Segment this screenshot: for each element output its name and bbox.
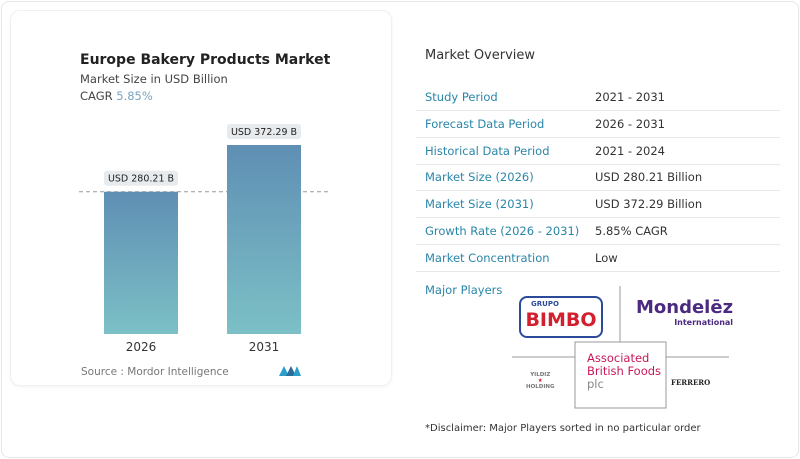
row-value: USD 372.29 Billion bbox=[595, 197, 703, 212]
row-value: 2026 - 2031 bbox=[595, 116, 665, 131]
row-value: 2021 - 2024 bbox=[595, 143, 665, 158]
row-value: 2021 - 2031 bbox=[595, 90, 665, 104]
row-label: Market Size (2026) bbox=[425, 170, 534, 185]
data-label: USD 280.21 B bbox=[108, 174, 174, 185]
bar-chart: USD 280.21 B 2026 USD 372.29 B 2031 bbox=[79, 124, 328, 354]
row-label: Growth Rate (2026 - 2031) bbox=[425, 224, 580, 238]
logo-mondelez: Mondelēz International bbox=[636, 297, 734, 327]
cagr-value: 5.85% bbox=[116, 89, 153, 103]
chart-card bbox=[10, 10, 392, 386]
row-value: Low bbox=[595, 250, 618, 265]
logo-yildiz: YILDIZ ★ HOLDING bbox=[526, 372, 555, 390]
cagr: CAGR 5.85% bbox=[80, 89, 153, 103]
row-label: Market Concentration bbox=[425, 250, 550, 265]
disclaimer: *Disclaimer: Major Players sorted in no … bbox=[425, 423, 701, 434]
data-label-bg bbox=[227, 124, 301, 139]
overview-row: Study Period 2021 - 2031 bbox=[416, 84, 780, 111]
row-value: USD 280.21 Billion bbox=[595, 170, 703, 185]
row-value: 5.85% CAGR bbox=[595, 224, 668, 238]
bar-2026 bbox=[104, 191, 178, 334]
overview-row: Growth Rate (2026 - 2031) 5.85% CAGR bbox=[416, 218, 780, 245]
overview-row: Market Concentration Low bbox=[416, 245, 780, 272]
x-tick-label: 2026 bbox=[126, 340, 157, 354]
major-players-label: Major Players bbox=[425, 283, 503, 297]
row-label: Study Period bbox=[425, 90, 498, 104]
row-label: Market Size (2031) bbox=[425, 197, 534, 212]
logo-abf: Associated British Foods plc bbox=[587, 351, 662, 391]
overview-title: Market Overview bbox=[425, 48, 536, 63]
data-label-bg bbox=[104, 170, 178, 186]
source-text: Source : Mordor Intelligence bbox=[81, 366, 229, 378]
data-label: USD 372.29 B bbox=[231, 127, 297, 138]
chart-title: Europe Bakery Products Market bbox=[80, 52, 331, 68]
cagr-label: CAGR bbox=[80, 89, 113, 103]
bar-2031 bbox=[227, 145, 301, 334]
overview-row: Market Size (2031) USD 372.29 Billion bbox=[416, 191, 780, 219]
overview-row: Historical Data Period 2021 - 2024 bbox=[416, 138, 780, 165]
overview-row: Market Size (2026) USD 280.21 Billion bbox=[416, 164, 780, 192]
row-label: Forecast Data Period bbox=[425, 116, 545, 131]
chart-subtitle: Market Size in USD Billion bbox=[80, 72, 228, 86]
overview-row: Forecast Data Period 2026 - 2031 bbox=[416, 111, 780, 138]
row-label: Historical Data Period bbox=[425, 143, 550, 158]
logo-bimbo: GRUPO BIMBO bbox=[519, 296, 603, 338]
x-tick-label: 2031 bbox=[249, 340, 280, 354]
logo-ferrero: FERRERO bbox=[671, 378, 711, 387]
